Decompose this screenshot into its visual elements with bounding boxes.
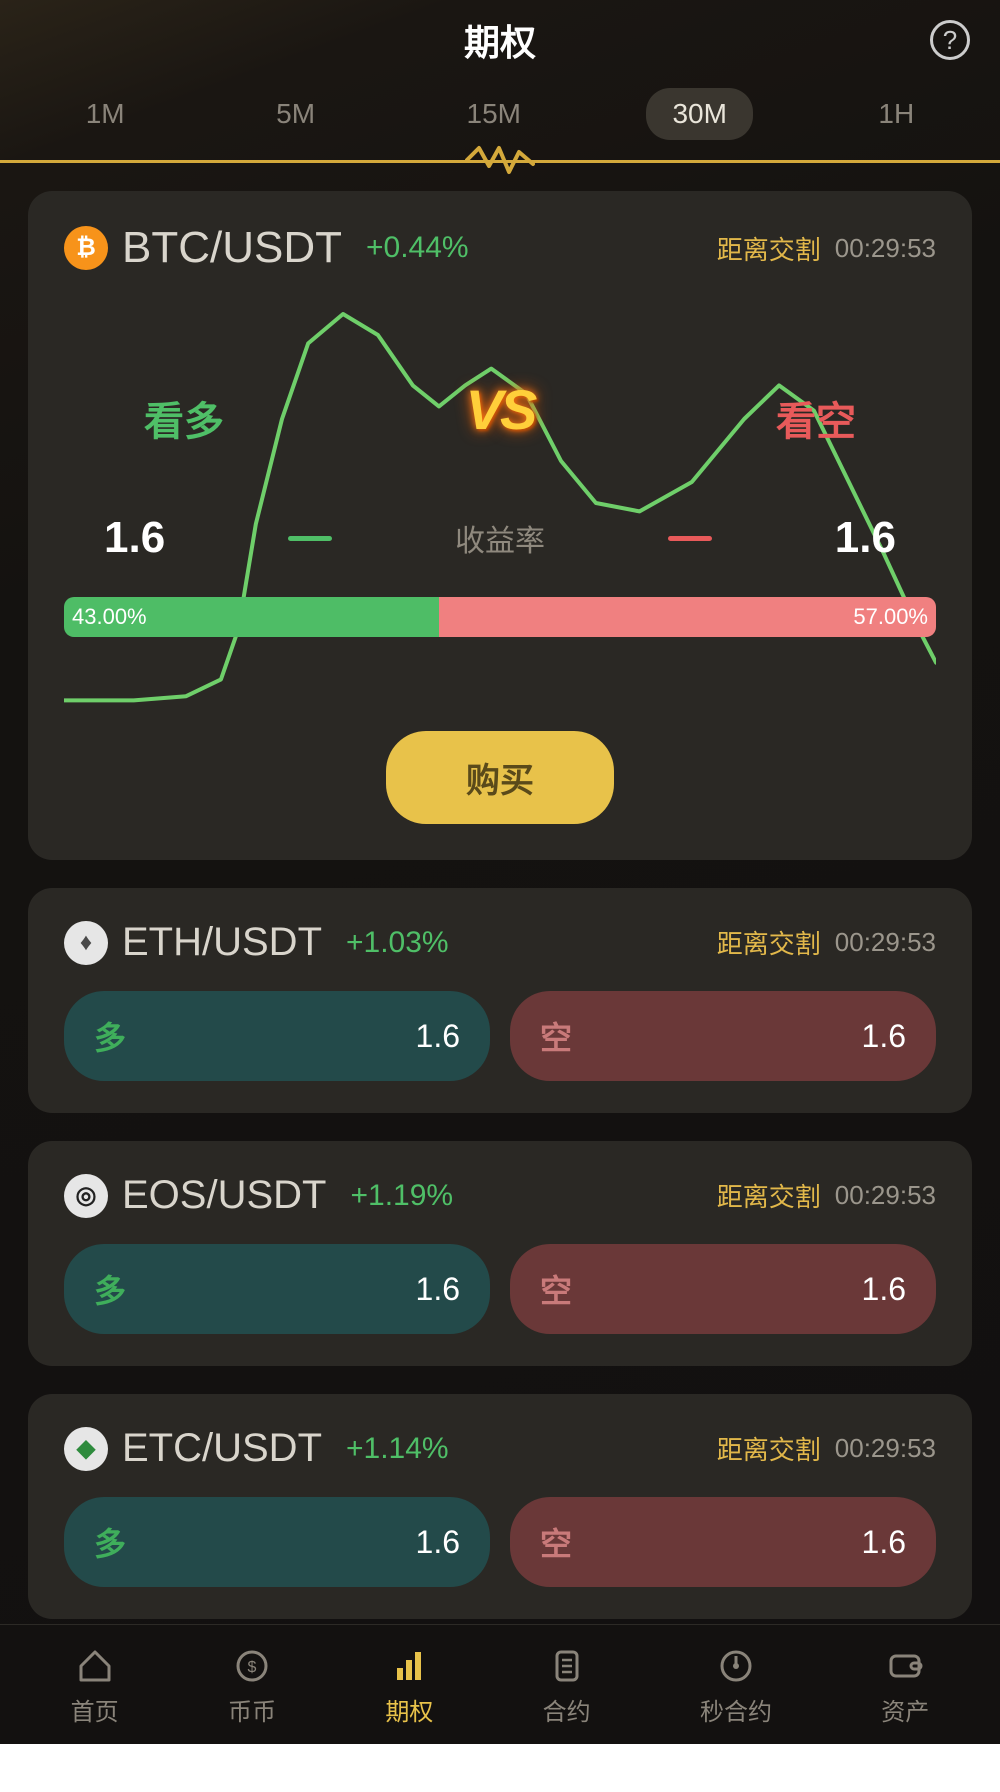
- countdown-value: 00:29:53: [835, 927, 936, 958]
- header: 期权 ?: [0, 0, 1000, 80]
- tab-1m[interactable]: 1M: [60, 88, 151, 140]
- bars-icon: [389, 1646, 429, 1686]
- pair-card: ◆ ETC/USDT +1.14% 距离交割 00:29:53 多 1.6 空 …: [28, 1394, 972, 1619]
- long-label: 多: [94, 1013, 126, 1059]
- home-icon: [75, 1646, 115, 1686]
- nav-item-doc[interactable]: 合约: [543, 1646, 591, 1727]
- long-rate: 1.6: [416, 1271, 460, 1308]
- short-button[interactable]: 空 1.6: [510, 991, 936, 1081]
- system-footer: [0, 1744, 1000, 1792]
- long-label: 多: [94, 1266, 126, 1312]
- nav-label: 期权: [385, 1692, 433, 1727]
- short-dash-icon: [668, 536, 712, 541]
- short-side-label: 看空: [776, 389, 856, 447]
- change-pct: +1.03%: [346, 926, 449, 960]
- short-button[interactable]: 空 1.6: [510, 1497, 936, 1587]
- nav-label: 资产: [881, 1692, 929, 1727]
- ratio-bar: 43.00% 57.00%: [64, 597, 936, 637]
- vs-icon: VS: [466, 377, 535, 442]
- doc-icon: [547, 1646, 587, 1686]
- tab-1h[interactable]: 1H: [852, 88, 940, 140]
- long-dash-icon: [288, 536, 332, 541]
- nav-label: 秒合约: [700, 1692, 772, 1727]
- long-rate: 1.6: [416, 1018, 460, 1055]
- short-label: 空: [540, 1519, 572, 1565]
- long-button[interactable]: 多 1.6: [64, 991, 490, 1081]
- tab-separator: [0, 160, 1000, 163]
- countdown-value: 00:29:53: [835, 1180, 936, 1211]
- pair-card: ♦ ETH/USDT +1.03% 距离交割 00:29:53 多 1.6 空 …: [28, 888, 972, 1113]
- help-icon[interactable]: ?: [930, 20, 970, 60]
- btc-icon: ₿: [64, 226, 108, 270]
- pair-label: ETH/USDT: [122, 920, 322, 965]
- tab-30m[interactable]: 30M: [646, 88, 752, 140]
- long-side-label: 看多: [144, 389, 224, 447]
- long-label: 多: [94, 1519, 126, 1565]
- short-button[interactable]: 空 1.6: [510, 1244, 936, 1334]
- coin-icon: $: [232, 1646, 272, 1686]
- tab-15m[interactable]: 15M: [441, 88, 547, 140]
- pair-label: EOS/USDT: [122, 1173, 326, 1218]
- nav-item-coin[interactable]: $ 币币: [228, 1646, 276, 1727]
- countdown-value: 00:29:53: [835, 1433, 936, 1464]
- pair-card: ◎ EOS/USDT +1.19% 距离交割 00:29:53 多 1.6 空 …: [28, 1141, 972, 1366]
- ratio-short: 57.00%: [439, 597, 936, 637]
- coin-icon: ◆: [64, 1427, 108, 1471]
- short-rate: 1.6: [862, 1524, 906, 1561]
- coin-icon: ♦: [64, 921, 108, 965]
- change-pct: +1.14%: [346, 1432, 449, 1466]
- change-pct: +1.19%: [350, 1179, 453, 1213]
- short-label: 空: [540, 1013, 572, 1059]
- short-rate: 1.6: [835, 513, 896, 563]
- long-button[interactable]: 多 1.6: [64, 1497, 490, 1587]
- short-rate: 1.6: [862, 1271, 906, 1308]
- featured-card: ₿ BTC/USDT +0.44% 距离交割 00:29:53 看多 看空 VS…: [28, 191, 972, 860]
- nav-item-clock[interactable]: 秒合约: [700, 1646, 772, 1727]
- change-pct: +0.44%: [366, 231, 469, 265]
- coin-icon: ◎: [64, 1174, 108, 1218]
- nav-label: 币币: [228, 1692, 276, 1727]
- nav-item-bars[interactable]: 期权: [385, 1646, 433, 1727]
- zigzag-icon: [465, 142, 535, 178]
- short-label: 空: [540, 1266, 572, 1312]
- nav-label: 合约: [543, 1692, 591, 1727]
- countdown-label: 距离交割: [717, 1177, 821, 1214]
- yield-label: 收益率: [455, 516, 545, 560]
- long-rate: 1.6: [416, 1524, 460, 1561]
- countdown-value: 00:29:53: [835, 233, 936, 264]
- price-sparkline: [64, 293, 936, 713]
- buy-button[interactable]: 购买: [386, 731, 614, 824]
- nav-item-home[interactable]: 首页: [71, 1646, 119, 1727]
- chart-area: 看多 看空 VS 1.6 收益率 1.6 43.00% 57.00%: [64, 293, 936, 713]
- pair-label: BTC/USDT: [122, 223, 342, 273]
- tab-5m[interactable]: 5M: [250, 88, 341, 140]
- pair-label: ETC/USDT: [122, 1426, 322, 1471]
- long-button[interactable]: 多 1.6: [64, 1244, 490, 1334]
- countdown-label: 距离交割: [717, 1430, 821, 1467]
- clock-icon: [716, 1646, 756, 1686]
- bottom-nav: 首页 $ 币币 期权 合约 秒合约 资产: [0, 1624, 1000, 1744]
- short-rate: 1.6: [862, 1018, 906, 1055]
- countdown-label: 距离交割: [717, 230, 821, 267]
- countdown-label: 距离交割: [717, 924, 821, 961]
- page-title: 期权: [464, 14, 536, 66]
- nav-label: 首页: [71, 1692, 119, 1727]
- long-rate: 1.6: [104, 513, 165, 563]
- ratio-long: 43.00%: [64, 597, 439, 637]
- svg-text:$: $: [248, 1659, 257, 1676]
- wallet-icon: [885, 1646, 925, 1686]
- nav-item-wallet[interactable]: 资产: [881, 1646, 929, 1727]
